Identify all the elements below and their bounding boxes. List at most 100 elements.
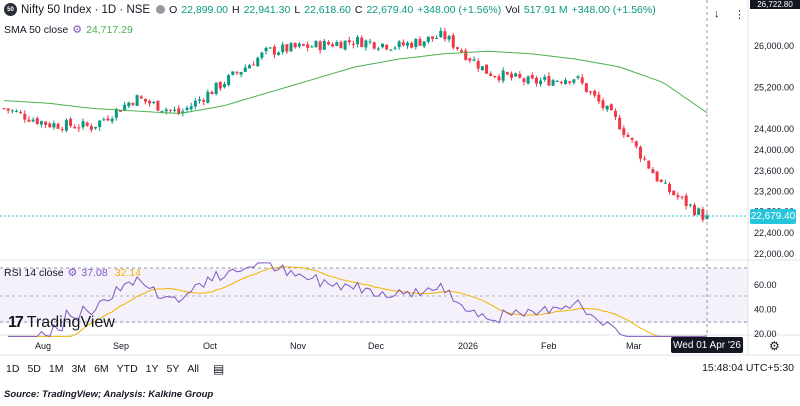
candle-body <box>693 204 697 215</box>
candle-body <box>655 171 659 182</box>
price-tick-label: 26,000.00 <box>754 41 794 51</box>
candle-body <box>351 43 355 45</box>
candle-body <box>568 81 572 83</box>
candle-body <box>268 47 272 49</box>
candle-body <box>27 119 31 122</box>
candle-body <box>643 158 647 160</box>
time-axis-label: Oct <box>203 341 218 351</box>
candle-body <box>222 84 226 88</box>
timeframe-6m[interactable]: 6M <box>94 363 109 375</box>
candle-body <box>368 41 372 43</box>
candle-body <box>110 118 114 122</box>
volume-value: 517.91 M <box>523 3 568 16</box>
candle-body <box>609 104 613 111</box>
candle-body <box>472 59 476 61</box>
candle-body <box>281 44 285 53</box>
candle-body <box>85 122 89 126</box>
sma-legend[interactable]: SMA 50 close ⚙ 24,717.29 <box>4 23 133 37</box>
candle-body <box>622 128 626 136</box>
candle-body <box>414 38 418 47</box>
clock[interactable]: 15:48:04 UTC+5:30 <box>702 362 794 374</box>
candle-body <box>638 147 642 159</box>
candle-body <box>23 113 27 120</box>
candle-body <box>559 81 563 83</box>
candle-body <box>306 44 310 48</box>
candle-body <box>35 118 39 124</box>
candle-body <box>10 110 14 112</box>
candle-body <box>252 64 256 66</box>
price-tick-label: 23,600.00 <box>754 166 794 176</box>
candle-body <box>60 129 64 131</box>
candle-body <box>360 37 364 48</box>
candle-body <box>630 137 634 140</box>
candle-body <box>14 111 18 113</box>
timeframe-ytd[interactable]: YTD <box>116 363 138 375</box>
candle-body <box>522 78 526 82</box>
rsi-tick-label: 40.00 <box>754 305 777 315</box>
candle-body <box>539 80 543 85</box>
time-axis-label: Mar <box>626 341 642 351</box>
more-icon[interactable]: ⋮ <box>734 9 745 21</box>
candle-body <box>189 106 193 110</box>
timeframe-5d[interactable]: 5D <box>27 363 41 375</box>
candle-body <box>551 80 555 86</box>
sma-line <box>3 50 708 115</box>
timeframe-1d[interactable]: 1D <box>6 363 20 375</box>
candle-body <box>489 73 493 76</box>
timeframe-all[interactable]: All <box>187 363 200 375</box>
time-axis-label: Sep <box>113 341 129 351</box>
candle-body <box>2 108 6 110</box>
candle-body <box>485 64 489 74</box>
timeframe-3m[interactable]: 3M <box>71 363 87 375</box>
candle-body <box>514 73 518 77</box>
candle-body <box>480 66 484 71</box>
rsi-name: RSI 14 close <box>4 266 64 279</box>
candle-body <box>547 76 551 86</box>
candle-body <box>584 83 588 92</box>
time-axis-label: Nov <box>290 341 307 351</box>
candle-body <box>243 67 247 72</box>
timeframe-1m[interactable]: 1M <box>48 363 64 375</box>
candle-body <box>277 52 281 56</box>
candle-body <box>564 80 568 85</box>
candle-body <box>405 42 409 46</box>
rsi-ma-value: 32.14 <box>114 266 141 279</box>
candle-body <box>89 126 93 130</box>
candle-body <box>697 208 701 215</box>
time-axis-label: Feb <box>541 341 557 351</box>
timeframe-5y[interactable]: 5Y <box>166 363 180 375</box>
change-value: +348.00 (+1.56%) <box>417 3 502 16</box>
candle-body <box>214 82 218 95</box>
candle-body <box>56 124 60 129</box>
source-caption: Source: TradingView; Analysis: Kalkine G… <box>4 389 214 400</box>
candle-body <box>177 108 181 114</box>
candle-body <box>593 90 597 96</box>
candle-body <box>185 107 189 110</box>
price-tick-label: 24,000.00 <box>754 145 794 155</box>
candle-body <box>339 42 343 49</box>
timeframe-toolbar: 1D 5D 1M 3M 6M YTD 1Y 5Y All ▤ <box>0 360 800 378</box>
gear-icon[interactable]: ⚙ <box>769 339 780 353</box>
candle-body <box>501 70 505 81</box>
download-icon[interactable]: ↓ <box>714 8 720 20</box>
candle-body <box>148 100 152 104</box>
timeframe-1y[interactable]: 1Y <box>145 363 159 375</box>
rsi-legend[interactable]: RSI 14 close ⚙ 37.08 32.14 <box>4 266 141 280</box>
candle-body <box>410 42 414 48</box>
calendar-range-icon[interactable]: ▤ <box>213 362 225 376</box>
candle-body <box>98 120 102 128</box>
symbol-title[interactable]: Nifty 50 Index · 1D · NSE <box>21 3 151 16</box>
candle-body <box>264 47 268 52</box>
volume-change: +348.00 (+1.56%) <box>571 3 656 16</box>
candle-body <box>19 112 23 114</box>
tradingview-logo: 17 TradingView <box>8 314 115 332</box>
low-label: L <box>294 3 301 16</box>
symbol-legend: 50 Nifty 50 Index · 1D · NSE O 22,899.00 … <box>4 3 656 16</box>
rsi-settings-icon[interactable]: ⚙ <box>67 267 78 279</box>
candle-body <box>127 102 131 107</box>
candle-body <box>256 57 260 67</box>
candle-body <box>572 79 576 83</box>
indicator-settings-icon[interactable]: ⚙ <box>72 24 83 36</box>
